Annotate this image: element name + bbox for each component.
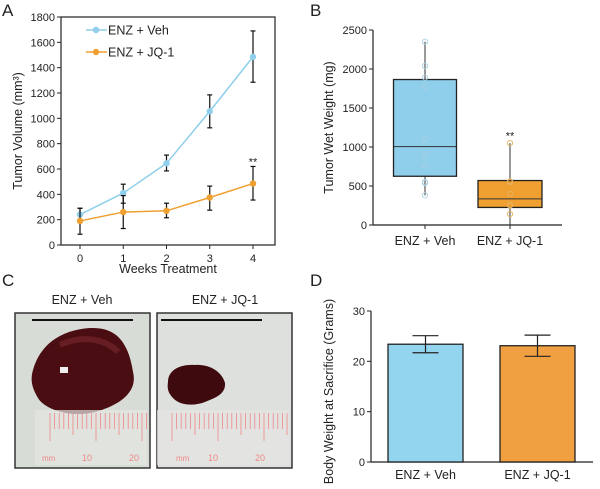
data-point [506, 190, 514, 197]
photo-label-veh: ENZ + Veh [52, 293, 113, 307]
y-tick-label: 200 [37, 215, 55, 227]
bar [387, 343, 464, 463]
photo-veh: mm 10 20 [14, 312, 151, 469]
y-tick-label: 10 [353, 407, 365, 419]
legend-marker [92, 26, 100, 34]
y-axis-label: Tumor Volume (mm³) [11, 72, 25, 190]
y-tick-label: 1400 [31, 63, 55, 75]
y-tick-label: 30 [353, 306, 365, 318]
data-point [421, 135, 429, 142]
legend-label: ENZ + Veh [108, 24, 169, 38]
data-point [163, 207, 170, 214]
data-point [421, 192, 429, 199]
bar [499, 345, 576, 463]
y-tick-label: 800 [37, 139, 55, 151]
x-tick-label: 4 [250, 253, 256, 265]
data-point [506, 210, 514, 218]
photo-label-jq1: ENZ + JQ-1 [192, 293, 258, 307]
x-tick-label: 1 [120, 253, 126, 265]
data-point [421, 83, 429, 91]
y-axis-label: Body Weight at Sacrifice (Grams) [322, 299, 336, 484]
y-tick-label: 1500 [343, 103, 367, 115]
data-point [421, 179, 429, 186]
legend-label: ENZ + JQ-1 [108, 46, 174, 60]
panel-letter-c: C [2, 271, 14, 290]
x-tick-label: ENZ + JQ-1 [504, 468, 570, 482]
data-point [206, 108, 213, 115]
y-tick-label: 1600 [31, 37, 55, 49]
significance-marker: ** [506, 130, 515, 142]
data-point [421, 38, 429, 45]
y-tick-label: 0 [359, 457, 365, 469]
y-tick-label: 0 [49, 240, 55, 252]
ruler-veh [35, 410, 148, 465]
ruler-jq1 [157, 410, 289, 465]
panel-letter-b: B [310, 1, 321, 20]
ruler-label-20: 20 [129, 453, 139, 463]
panel-c-tumor-photos: ENZ + Veh ENZ + JQ-1 mm 10 20 mm 10 20 [14, 293, 293, 469]
ruler-label-10: 10 [208, 453, 218, 463]
x-tick-label: ENZ + Veh [395, 234, 456, 248]
y-tick-label: 2000 [343, 64, 367, 76]
data-point [506, 179, 514, 186]
data-point [76, 217, 84, 225]
data-point [249, 53, 257, 61]
x-tick-label: 0 [77, 253, 83, 265]
x-axis-label: Weeks Treatment [119, 262, 217, 276]
data-point [421, 74, 429, 81]
tumor-veh [31, 327, 134, 415]
data-point [163, 160, 170, 167]
y-tick-label: 500 [349, 181, 367, 193]
y-tick-label: 1800 [31, 12, 55, 24]
panel-d-body-weight-barchart: 0 10 20 30 Body Weight at Sacrifice (Grams) E… [322, 299, 593, 484]
panel-b-tumor-weight-boxplot: 0 500 1000 1500 2000 2500 Tumor Wet Weight (mg… [322, 25, 562, 248]
ruler-unit: mm [176, 454, 190, 463]
significance-marker: ** [249, 157, 258, 169]
panel-letter-d: D [310, 271, 322, 290]
plot-frame [60, 16, 276, 246]
ruler-label-20: 20 [255, 453, 265, 463]
y-tick-label: 600 [37, 164, 55, 176]
box [392, 78, 458, 177]
ruler-label-10: 10 [82, 453, 92, 463]
series-line-0 [79, 56, 254, 216]
data-point [206, 194, 213, 201]
legend-marker [92, 48, 100, 56]
data-point [120, 208, 127, 216]
y-tick-label: 1000 [343, 142, 367, 154]
panel-a-tumor-volume-chart: 0 200 400 600 800 1000 1200 1400 1600 1800 0 1 2 3 4 We… [11, 12, 276, 276]
data-point [421, 62, 429, 69]
x-tick-label: 3 [207, 253, 213, 265]
x-tick-label: 2 [163, 253, 169, 265]
tumor-jq1 [167, 364, 226, 405]
data-point [506, 202, 514, 209]
data-point [120, 189, 127, 197]
y-tick-label: 2500 [343, 25, 367, 37]
y-tick-label: 0 [361, 220, 367, 232]
data-point [421, 151, 429, 158]
photo-jq1: mm 10 20 [156, 312, 293, 469]
ruler-unit: mm [42, 454, 56, 463]
x-tick-label: ENZ + Veh [395, 468, 456, 482]
data-point [249, 180, 257, 187]
data-point [506, 140, 514, 147]
panel-letter-a: A [2, 1, 14, 20]
y-tick-label: 400 [37, 189, 55, 201]
y-tick-label: 1000 [31, 113, 55, 125]
data-point [421, 162, 429, 169]
x-tick-label: ENZ + JQ-1 [477, 234, 543, 248]
y-axis-label: Tumor Wet Weight (mg) [322, 61, 336, 193]
y-tick-label: 1200 [31, 88, 55, 100]
y-tick-label: 20 [353, 356, 365, 368]
